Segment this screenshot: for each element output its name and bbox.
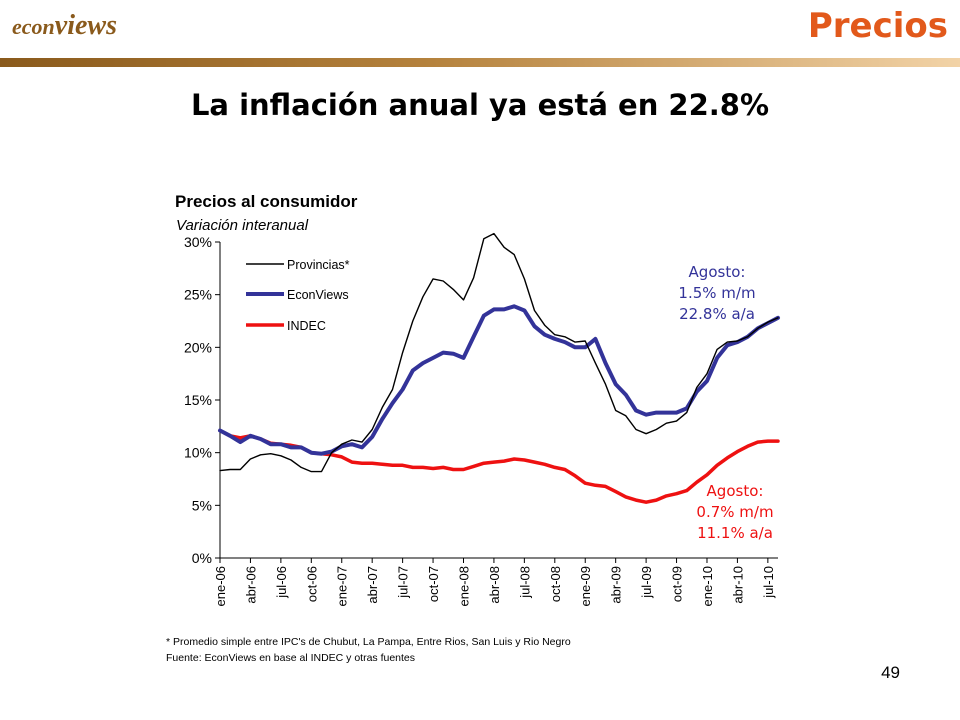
chart-subtitle: Variación interanual (176, 217, 309, 234)
x-tick-label: abr-10 (730, 566, 745, 604)
header-divider (0, 58, 960, 67)
x-tick-label: oct-08 (548, 566, 563, 602)
x-tick-label: jul-08 (517, 566, 532, 599)
x-tick-label: jul-07 (396, 566, 411, 599)
y-tick-label: 5% (192, 497, 212, 513)
annotation-line: Agosto: (689, 263, 746, 281)
x-tick-label: ene-06 (213, 566, 228, 606)
series-line-indec (218, 428, 780, 504)
x-tick-label: abr-08 (487, 566, 502, 604)
x-tick-label: oct-09 (670, 566, 685, 602)
annotation-line: 22.8% a/a (679, 305, 755, 323)
x-tick-label: jul-09 (639, 566, 654, 599)
chart-title: Precios al consumidor (175, 192, 358, 211)
footnote-source: Fuente: EconViews en base al INDEC y otr… (166, 652, 415, 664)
x-tick-label: abr-06 (243, 566, 258, 604)
y-tick-label: 30% (184, 234, 212, 250)
econviews-logo: econviews (12, 10, 117, 41)
y-tick-label: 20% (184, 339, 212, 355)
y-tick-label: 10% (184, 445, 212, 461)
x-tick-label: oct-07 (426, 566, 441, 602)
y-tick-label: 15% (184, 392, 212, 408)
legend-label: Provincias* (287, 258, 350, 272)
legend-label: INDEC (287, 319, 326, 333)
x-tick-label: abr-07 (365, 566, 380, 604)
annotation-line: 1.5% m/m (678, 284, 755, 302)
annotation-line: 0.7% m/m (696, 503, 773, 521)
x-tick-label: ene-09 (578, 566, 593, 606)
x-tick-label: jul-10 (761, 566, 776, 599)
x-tick-label: abr-09 (609, 566, 624, 604)
x-tick-label: jul-06 (274, 566, 289, 599)
x-tick-label: ene-10 (700, 566, 715, 606)
footnote-provinces: * Promedio simple entre IPC's de Chubut,… (166, 636, 571, 648)
x-tick-label: ene-07 (335, 566, 350, 606)
annotation-line: Agosto: (707, 482, 764, 500)
slide-title: La inflación anual ya está en 22.8% (190, 88, 770, 122)
annotation-line: 11.1% a/a (697, 524, 773, 542)
x-tick-label: oct-06 (304, 566, 319, 602)
page-number: 49 (881, 663, 900, 682)
y-tick-label: 0% (192, 550, 212, 566)
x-tick-label: ene-08 (456, 566, 471, 606)
y-tick-label: 25% (184, 287, 212, 303)
legend-label: EconViews (287, 288, 349, 302)
section-title: Precios (807, 6, 948, 46)
series-line-provincias (219, 232, 779, 473)
series-line-econviews (218, 304, 780, 456)
